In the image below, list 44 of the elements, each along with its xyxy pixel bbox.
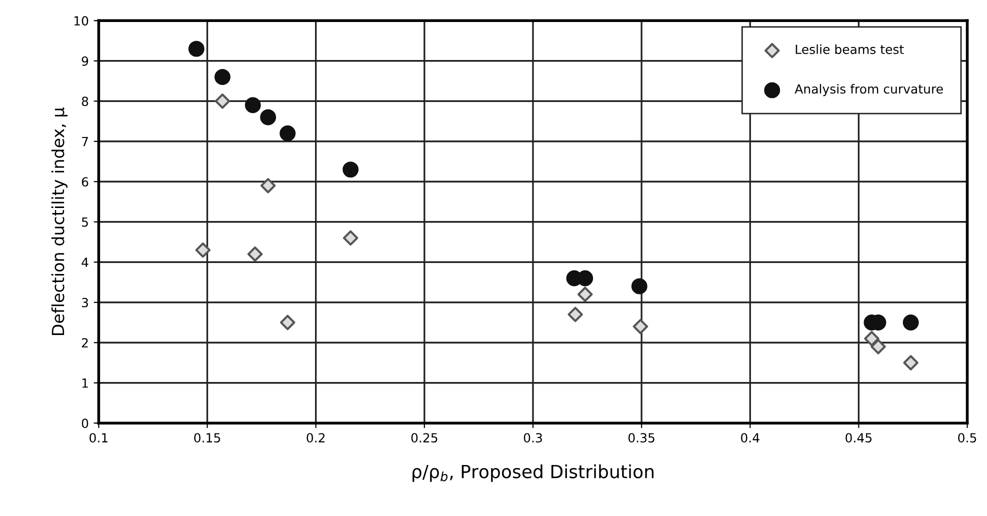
x-tick-label: 0.35 [628,433,654,443]
x-tick-label: 0.2 [306,433,325,443]
point [188,40,204,57]
x-tick-label: 0.5 [958,433,976,443]
y-tick-label: 3 [82,298,88,308]
x-axis-title: ρ/ρ$_{b}$, Proposed Distribution [412,464,654,482]
point [195,242,211,258]
point [577,286,593,302]
point [342,162,359,178]
x-tick-label: 0.45 [846,433,872,443]
point [214,69,230,85]
x-tick-label: 0.25 [411,433,438,443]
y-tick-label: 6 [82,177,88,187]
x-tick-label: 0.3 [524,433,542,443]
y-tick-label: 0 [82,418,88,428]
legend-label: Analysis from curvature [794,84,943,96]
y-tick-label: 4 [82,258,88,267]
y-tick-label: 5 [82,218,88,227]
y-tick-label: 8 [82,96,88,106]
y-tick-label: 10 [74,16,88,26]
point [902,314,919,330]
point [280,125,296,142]
y-tick-label: 2 [82,338,88,348]
point [280,314,296,330]
point [870,339,886,354]
point [631,278,648,294]
point [244,97,261,114]
x-tick-label: 0.1 [90,433,108,443]
legend-label: Leslie beams test [796,44,904,54]
y-tick-label: 7 [82,137,88,146]
point [903,355,918,370]
point [342,230,358,246]
point [632,318,648,334]
y-tick-label: 1 [82,378,88,388]
point [260,178,276,194]
y-tick-label: 9 [82,56,88,66]
point [214,94,230,109]
y-axis-title: Deflection ductility index, μ [51,108,68,335]
x-tick-label: 0.15 [194,433,220,443]
point [568,306,583,322]
point [260,109,276,126]
point [864,330,880,346]
point [247,246,263,262]
x-tick-label: 0.4 [741,433,760,443]
